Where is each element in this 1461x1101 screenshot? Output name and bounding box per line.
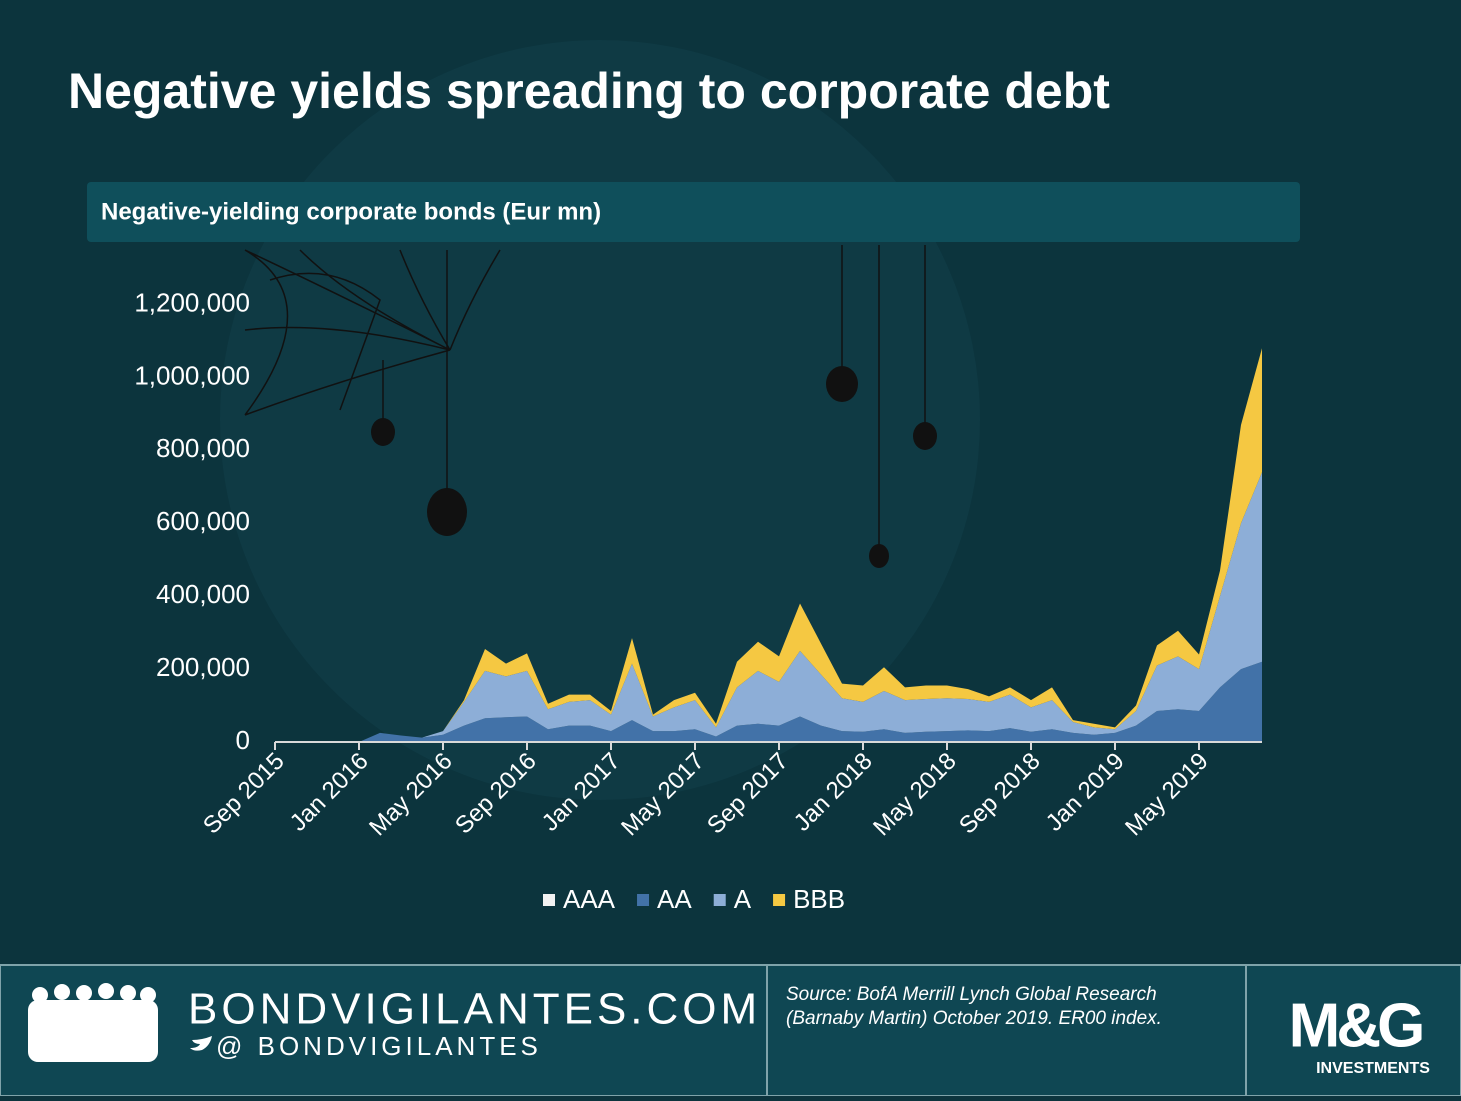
legend-label: AA (657, 884, 692, 914)
chart-title: Negative yields spreading to corporate d… (68, 63, 1110, 119)
y-tick-label: 800,000 (156, 433, 250, 463)
head (98, 983, 114, 999)
legend-label: A (734, 884, 752, 914)
chart-subtitle: Negative-yielding corporate bonds (Eur m… (101, 198, 601, 225)
legend-swatch (713, 894, 726, 906)
spider (427, 488, 467, 536)
y-tick-label: 0 (236, 725, 250, 755)
legend-label: BBB (793, 884, 845, 914)
spider (826, 366, 858, 402)
logo: M&G (1289, 991, 1422, 1060)
spider (913, 422, 937, 450)
handle: @ BONDVIGILANTES (216, 1031, 542, 1061)
y-tick-label: 600,000 (156, 506, 250, 536)
legend-label: AAA (563, 884, 616, 914)
subtitle-bar (87, 182, 1300, 242)
footer (0, 964, 1461, 1097)
y-tick-label: 200,000 (156, 652, 250, 682)
silhouettes (28, 983, 158, 1062)
source-line: Source: BofA Merrill Lynch Global Resear… (786, 984, 1157, 1005)
logo-sub: INVESTMENTS (1316, 1060, 1430, 1077)
web (244, 249, 501, 416)
y-tick-label: 400,000 (156, 579, 250, 609)
y-tick-label: 1,200,000 (134, 287, 250, 317)
area (275, 472, 1262, 742)
head (120, 985, 136, 1001)
legend-swatch (773, 894, 786, 906)
area (275, 661, 1262, 742)
head (54, 984, 70, 1000)
head (76, 985, 92, 1001)
people (28, 1000, 158, 1062)
area (275, 348, 1262, 742)
head (140, 987, 156, 1003)
spiders (371, 366, 937, 568)
bird-icon (190, 1036, 212, 1051)
y-tick-label: 1,000,000 (134, 360, 250, 390)
source-line: (Barnaby Martin) October 2019. ER00 inde… (786, 1008, 1162, 1029)
spider (869, 544, 889, 568)
decoration (244, 245, 926, 555)
spider (371, 418, 395, 446)
head (32, 987, 48, 1003)
site-name: BONDVIGILANTES.COM (188, 985, 761, 1034)
legend-swatch (637, 894, 650, 906)
legend-swatch (543, 894, 555, 906)
